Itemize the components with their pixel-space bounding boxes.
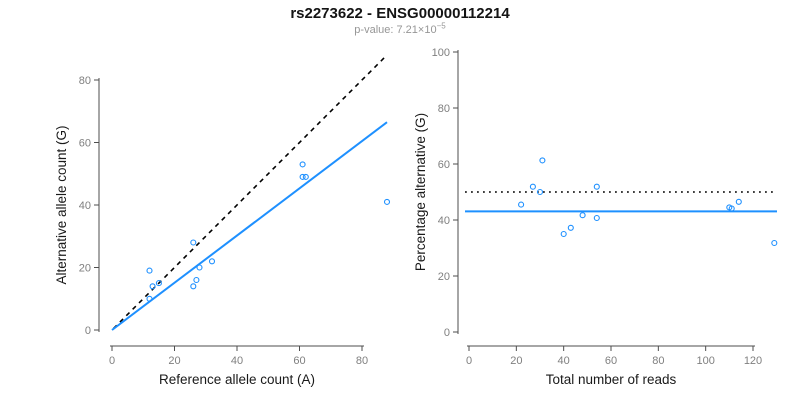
y-tick-label: 20: [79, 263, 91, 275]
x-tick-label: 20: [168, 355, 180, 367]
data-point: [190, 283, 197, 290]
data-point: [593, 214, 600, 222]
data-point: [728, 205, 735, 212]
y-tick-label: 0: [444, 327, 450, 339]
x-tick-label: 0: [109, 355, 115, 367]
x-tick-label: 60: [293, 355, 305, 367]
x-tick-label: 100: [696, 355, 714, 367]
x-tick-label: 0: [466, 355, 472, 367]
y-tick-label: 0: [85, 325, 91, 337]
data-point: [146, 267, 153, 274]
y-tick-label: 80: [438, 103, 450, 115]
y-tick-label: 60: [79, 138, 91, 150]
data-point: [536, 188, 544, 196]
y-tick-label: 20: [438, 271, 450, 283]
data-point: [735, 198, 742, 205]
data-point: [560, 230, 567, 238]
data-point: [190, 239, 197, 246]
fit-line: [111, 121, 388, 331]
identity-line: [112, 55, 387, 330]
x-tick-label: 120: [744, 355, 762, 367]
y-tick-label: 100: [432, 47, 450, 59]
panel-percentage-vs-reads: 0 20 40 60 80 100 120 0 20 40 60 80 100 Total number …: [413, 47, 778, 387]
data-point: [529, 183, 536, 190]
data-point: [208, 258, 216, 265]
y-axis-title: Alternative allele count (G): [54, 125, 69, 284]
data-point: [299, 173, 306, 180]
x-axis-title: Total number of reads: [546, 372, 677, 387]
data-point: [579, 212, 586, 219]
plot-subtitle: p-value: 7.21×10−5: [0, 21, 800, 36]
x-tick-label: 80: [652, 355, 664, 367]
y-tick-label: 40: [79, 200, 91, 212]
data-point: [299, 161, 306, 168]
y-tick-label: 40: [438, 215, 450, 227]
x-tick-label: 80: [356, 355, 368, 367]
data-point: [302, 173, 309, 180]
data-point: [539, 157, 546, 164]
x-tick-label: 60: [605, 355, 617, 367]
pvalue-text: p-value: 7.21×10: [354, 24, 437, 36]
plot-title: rs2273622 - ENSG00000112214: [290, 5, 510, 22]
y-tick-label: 60: [438, 159, 450, 171]
pvalue-exponent: −5: [436, 21, 446, 31]
y-tick-label: 80: [79, 75, 91, 87]
y-axis-title: Percentage alternative (G): [413, 113, 428, 271]
data-point: [155, 280, 162, 287]
data-point: [146, 295, 153, 302]
panel-allele-counts: 0 20 40 60 80 0 20 40 60 80 Reference allele count…: [54, 55, 391, 387]
data-point: [771, 239, 778, 247]
data-point: [518, 201, 525, 208]
data-point: [196, 264, 203, 271]
data-point: [383, 198, 391, 205]
data-point: [193, 276, 200, 284]
data-point: [149, 283, 156, 290]
data-point: [567, 224, 574, 231]
x-tick-label: 40: [231, 355, 243, 367]
data-point: [593, 183, 600, 190]
x-axis-title: Reference allele count (A): [159, 372, 315, 387]
x-tick-label: 40: [558, 355, 570, 367]
x-tick-label: 20: [510, 355, 522, 367]
